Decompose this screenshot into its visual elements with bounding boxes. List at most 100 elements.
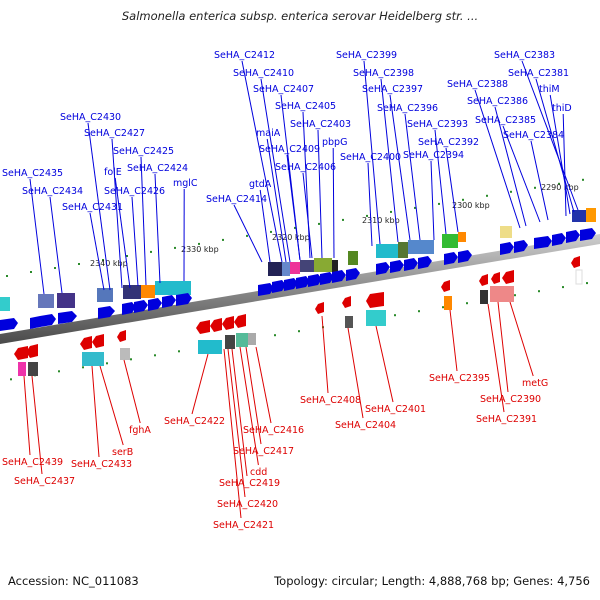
svg-text:SeHA_C2419: SeHA_C2419: [219, 478, 280, 489]
svg-text:SeHA_C2437: SeHA_C2437: [14, 476, 75, 487]
svg-text:SeHA_C2417: SeHA_C2417: [233, 446, 294, 457]
gene-label-SeHA_C2385[interactable]: SeHA_C2385: [475, 115, 541, 223]
gene-label-pbpG[interactable]: pbpG: [322, 137, 347, 259]
gene-label-thiM[interactable]: thiM: [539, 84, 571, 215]
svg-text:SeHA_C2424: SeHA_C2424: [127, 163, 188, 174]
gene-label-SeHA_C2414[interactable]: SeHA_C2414: [206, 194, 267, 263]
gene-label-serB[interactable]: serB: [99, 365, 133, 458]
svg-text:SeHA_C2391: SeHA_C2391: [476, 414, 537, 425]
gene-label-SeHA_C2433[interactable]: SeHA_C2433: [71, 365, 132, 470]
gene-label-SeHA_C2394[interactable]: SeHA_C2394: [403, 150, 464, 241]
gene-label-SeHA_C2430[interactable]: SeHA_C2430: [60, 112, 121, 291]
gene-label-folE[interactable]: folE: [104, 167, 131, 289]
svg-text:SeHA_C2414: SeHA_C2414: [206, 194, 267, 205]
gene-label-SeHA_C2391[interactable]: SeHA_C2391: [476, 303, 537, 425]
forward-gene-arrows[interactable]: [0, 228, 596, 331]
gene-label-SeHA_C2390[interactable]: SeHA_C2390: [480, 301, 541, 405]
svg-text:SeHA_C2392: SeHA_C2392: [418, 137, 479, 148]
svg-text:SeHA_C2420: SeHA_C2420: [217, 499, 278, 510]
gene-label-SeHA_C2404[interactable]: SeHA_C2404: [335, 327, 396, 431]
svg-text:SeHA_C2409: SeHA_C2409: [259, 144, 320, 155]
gene-label-SeHA_C2403[interactable]: SeHA_C2403: [290, 119, 351, 259]
map-title: Salmonella enterica subsp. enterica sero…: [121, 9, 479, 23]
svg-text:SeHA_C2434: SeHA_C2434: [22, 186, 83, 197]
gene-label-SeHA_C2409[interactable]: SeHA_C2409: [259, 144, 320, 261]
svg-text:SeHA_C2383: SeHA_C2383: [494, 50, 555, 61]
gene-label-SeHA_C2392[interactable]: SeHA_C2392: [418, 137, 479, 233]
gene-label-SeHA_C2439[interactable]: SeHA_C2439: [2, 375, 63, 468]
gene-label-SeHA_C2416[interactable]: SeHA_C2416: [243, 346, 304, 436]
gene-label-SeHA_C2406[interactable]: SeHA_C2406: [275, 162, 336, 259]
accession-text: Accession: NC_011083: [8, 574, 139, 588]
gene-label-SeHA_C2412[interactable]: SeHA_C2412: [214, 50, 283, 263]
svg-text:SeHA_C2394: SeHA_C2394: [403, 150, 464, 161]
svg-text:SeHA_C2395: SeHA_C2395: [429, 373, 490, 384]
gene-label-SeHA_C2405[interactable]: SeHA_C2405: [275, 101, 336, 259]
gene-label-SeHA_C2395[interactable]: SeHA_C2395: [429, 309, 490, 384]
gene-label-maiA[interactable]: maiA: [256, 128, 287, 263]
svg-text:SeHA_C2397: SeHA_C2397: [362, 84, 423, 95]
gene-label-SeHA_C2388[interactable]: SeHA_C2388: [447, 79, 521, 229]
svg-text:SeHA_C2401: SeHA_C2401: [365, 404, 426, 415]
gene-label-metG[interactable]: metG: [509, 301, 548, 389]
svg-text:SeHA_C2405: SeHA_C2405: [275, 101, 336, 112]
gene-label-SeHA_C2420[interactable]: SeHA_C2420: [217, 348, 278, 510]
svg-text:thiM: thiM: [539, 84, 560, 95]
svg-text:cdd: cdd: [250, 467, 267, 478]
gene-label-SeHA_C2437[interactable]: SeHA_C2437: [14, 375, 75, 487]
gene-label-SeHA_C2419[interactable]: SeHA_C2419: [219, 348, 280, 489]
gene-label-thiD[interactable]: thiD: [552, 103, 572, 217]
gene-label-SeHA_C2381[interactable]: SeHA_C2381: [508, 68, 575, 213]
gene-label-SeHA_C2398[interactable]: SeHA_C2398: [353, 68, 414, 243]
gene-label-SeHA_C2384[interactable]: SeHA_C2384: [503, 130, 564, 221]
gene-label-SeHA_C2386[interactable]: SeHA_C2386: [467, 96, 528, 227]
gene-label-SeHA_C2421[interactable]: SeHA_C2421: [213, 348, 274, 531]
gene-label-SeHA_C2400[interactable]: SeHA_C2400: [340, 152, 401, 247]
svg-text:mglC: mglC: [173, 178, 198, 189]
svg-text:SeHA_C2421: SeHA_C2421: [213, 520, 274, 531]
svg-text:SeHA_C2416: SeHA_C2416: [243, 425, 304, 436]
gene-label-SeHA_C2408[interactable]: SeHA_C2408: [300, 315, 361, 406]
svg-text:SeHA_C2408: SeHA_C2408: [300, 395, 361, 406]
scale-ticks: 2340 kbp 2330 kbp 2320 kbp 2310 kbp 2300 kbp…: [90, 183, 579, 268]
gene-label-SeHA_C2399[interactable]: SeHA_C2399: [336, 50, 397, 245]
gene-label-SeHA_C2393[interactable]: SeHA_C2393: [407, 119, 468, 235]
svg-text:SeHA_C2406: SeHA_C2406: [275, 162, 336, 173]
gene-label-SeHA_C2431[interactable]: SeHA_C2431: [62, 202, 123, 291]
gene-label-SeHA_C2425[interactable]: SeHA_C2425: [113, 146, 174, 286]
svg-text:SeHA_C2439: SeHA_C2439: [2, 457, 63, 468]
gene-label-SeHA_C2397[interactable]: SeHA_C2397: [362, 84, 423, 241]
gene-label-SeHA_C2396[interactable]: SeHA_C2396: [377, 103, 438, 241]
svg-text:serB: serB: [112, 447, 133, 458]
gene-label-cdd[interactable]: cdd: [239, 346, 267, 478]
gene-label-fghA[interactable]: fghA: [123, 359, 151, 436]
gene-label-SeHA_C2383[interactable]: SeHA_C2383: [494, 50, 579, 211]
gene-label-SeHA_C2426[interactable]: SeHA_C2426: [104, 186, 165, 287]
gene-label-gtdA[interactable]: gtdA: [249, 179, 272, 263]
svg-text:folE: folE: [104, 167, 122, 178]
svg-text:pbpG: pbpG: [322, 137, 347, 148]
gene-label-SeHA_C2417[interactable]: SeHA_C2417: [233, 346, 294, 457]
svg-text:SeHA_C2384: SeHA_C2384: [503, 130, 564, 141]
scale-tick-label: 2320 kbp: [272, 233, 310, 242]
svg-text:SeHA_C2435: SeHA_C2435: [2, 168, 63, 179]
gene-label-SeHA_C2410[interactable]: SeHA_C2410: [233, 68, 294, 263]
gene-label-SeHA_C2422[interactable]: SeHA_C2422: [164, 353, 225, 427]
gene-label-SeHA_C2434[interactable]: SeHA_C2434: [22, 186, 83, 294]
svg-text:SeHA_C2404: SeHA_C2404: [335, 420, 396, 431]
gene-label-SeHA_C2424[interactable]: SeHA_C2424: [127, 163, 188, 284]
gene-label-SeHA_C2401[interactable]: SeHA_C2401: [365, 325, 426, 415]
scale-tick-label: 2290 kbp: [541, 183, 579, 192]
gene-label-mglC[interactable]: mglC: [173, 178, 198, 282]
scale-tick-label: 2330 kbp: [181, 245, 219, 254]
svg-text:metG: metG: [522, 378, 548, 389]
gene-label-SeHA_C2427[interactable]: SeHA_C2427: [84, 128, 145, 289]
reverse-gene-arrows[interactable]: [14, 256, 580, 360]
gene-label-SeHA_C2435[interactable]: SeHA_C2435: [2, 168, 63, 295]
svg-text:SeHA_C2407: SeHA_C2407: [253, 84, 314, 95]
svg-text:SeHA_C2390: SeHA_C2390: [480, 394, 541, 405]
svg-text:maiA: maiA: [256, 128, 281, 139]
svg-text:SeHA_C2422: SeHA_C2422: [164, 416, 225, 427]
scale-tick-label: 2340 kbp: [90, 259, 128, 268]
